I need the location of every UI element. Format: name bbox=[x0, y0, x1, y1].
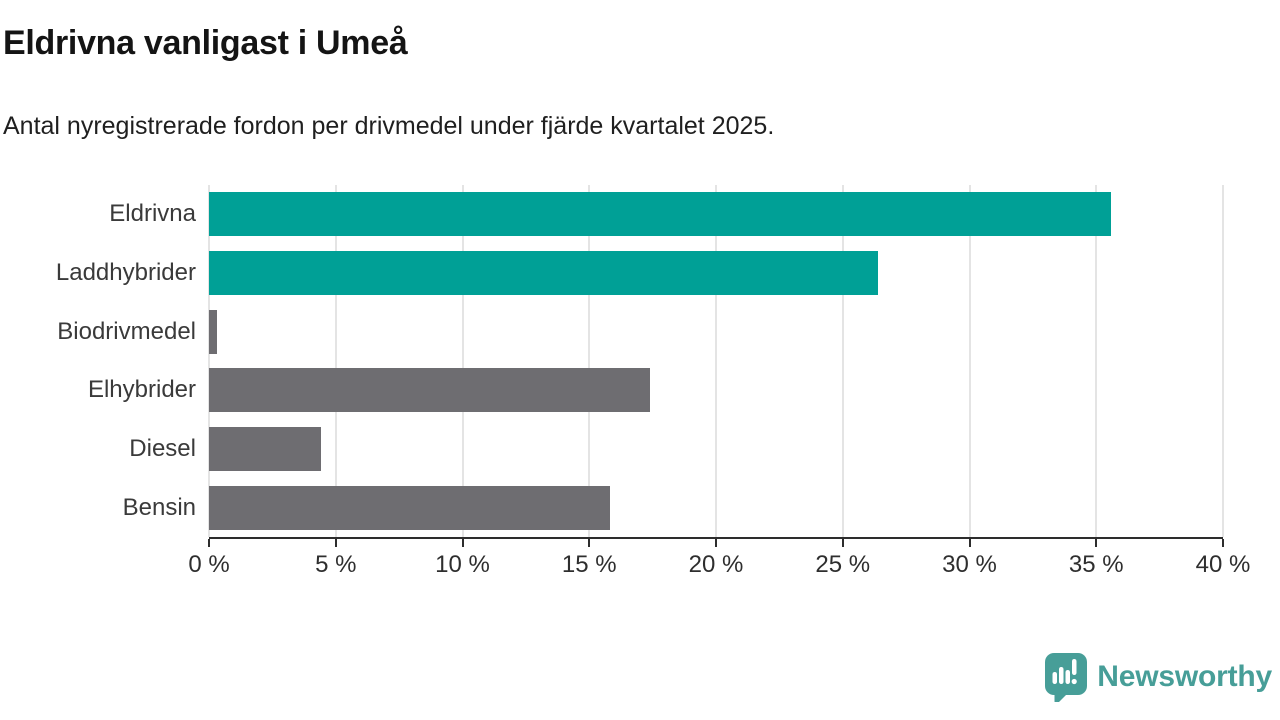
category-label-eldrivna: Eldrivna bbox=[109, 200, 196, 228]
newsworthy-logo: Newsworthy bbox=[1044, 652, 1272, 702]
newsworthy-wordmark: Newsworthy bbox=[1097, 660, 1272, 693]
x-tickmark-40 bbox=[1222, 539, 1224, 547]
bar-bensin bbox=[209, 485, 610, 530]
gridline-20 bbox=[715, 185, 717, 537]
gridline-35 bbox=[1095, 185, 1098, 537]
chart-subtitle: Antal nyregistrerade fordon per drivmede… bbox=[3, 112, 775, 140]
gridline-25 bbox=[841, 185, 844, 537]
x-tick-label-25: 25 % bbox=[815, 551, 871, 578]
chart-title: Eldrivna vanligast i Umeå bbox=[3, 24, 408, 62]
x-tick-label-35: 35 % bbox=[1068, 551, 1124, 578]
bar-eldrivna bbox=[209, 192, 1112, 237]
gridline-5 bbox=[334, 185, 337, 537]
bar-biodrivmedel bbox=[209, 309, 217, 354]
x-tickmark-30 bbox=[968, 539, 971, 547]
gridline-0 bbox=[208, 185, 210, 537]
x-tick-label-15: 15 % bbox=[561, 551, 617, 578]
x-tick-label-5: 5 % bbox=[315, 551, 357, 578]
newsworthy-icon bbox=[1045, 653, 1088, 702]
plot-area: 0 % 5 % 10 % 15 % 20 % 25 % 30 % 35 % 40 % bbox=[188, 185, 1250, 578]
x-tickmark-15 bbox=[588, 539, 591, 547]
x-tickmark-20 bbox=[715, 539, 717, 547]
x-tickmark-0 bbox=[208, 539, 210, 547]
gridline-40 bbox=[1222, 185, 1224, 537]
x-tick-label-30: 30 % bbox=[942, 551, 997, 578]
x-tickmark-25 bbox=[841, 539, 844, 547]
bar-elhybrider bbox=[209, 368, 651, 413]
x-tick-label-20: 20 % bbox=[688, 551, 744, 578]
bar-diesel bbox=[209, 427, 321, 471]
bar-laddhybrider bbox=[209, 251, 879, 295]
category-label-biodrivmedel: Biodrivmedel bbox=[57, 317, 196, 345]
x-tick-label-10: 10 % bbox=[435, 551, 490, 578]
gridline-30 bbox=[968, 185, 971, 537]
x-tickmark-10 bbox=[461, 539, 464, 547]
category-label-laddhybrider: Laddhybrider bbox=[55, 258, 196, 286]
x-tickmark-35 bbox=[1095, 539, 1098, 547]
gridline-10 bbox=[461, 185, 464, 537]
category-label-bensin: Bensin bbox=[122, 493, 196, 521]
x-tick-label-0: 0 % bbox=[188, 551, 230, 578]
x-tick-label-40: 40 % bbox=[1195, 551, 1251, 578]
gridline-15 bbox=[588, 185, 591, 537]
x-tickmark-5 bbox=[334, 539, 337, 547]
category-axis: Eldrivna Laddhybrider Biodrivmedel Elhybrid… bbox=[0, 185, 196, 537]
category-label-diesel: Diesel bbox=[129, 434, 196, 462]
category-label-elhybrider: Elhybrider bbox=[87, 376, 196, 404]
